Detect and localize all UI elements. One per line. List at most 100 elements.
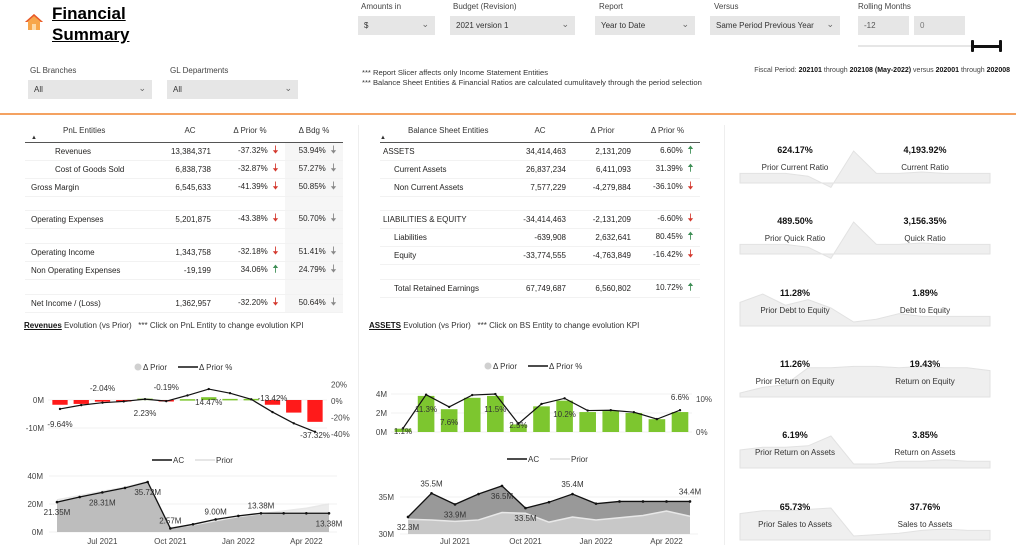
- entity-name[interactable]: Operating Income: [25, 243, 165, 263]
- fiscal-prefix: Fiscal Period:: [754, 67, 797, 74]
- entity-name[interactable]: Current Assets: [380, 160, 510, 179]
- rolling-slider-range[interactable]: [972, 45, 1001, 48]
- sort-asc-icon[interactable]: ▲: [380, 134, 386, 141]
- pnl-row[interactable]: Revenues 13,384,371 -37.32% 🠣 53.94% 🠣: [25, 142, 343, 161]
- ratio-label: Return on Equity: [895, 376, 955, 386]
- ratio-label: Current Ratio: [901, 163, 949, 172]
- bs-header-entities[interactable]: Balance Sheet Entities ▲: [380, 120, 510, 143]
- data-label: -0.19%: [154, 383, 179, 392]
- pnl-header-bdg-pct[interactable]: Δ Bdg %: [285, 120, 343, 143]
- entity-name[interactable]: Equity: [380, 246, 510, 266]
- legend-label: AC: [528, 455, 539, 464]
- pnl-row[interactable]: Net Income / (Loss) 1,362,957 -32.20% 🠣 …: [25, 294, 343, 313]
- pnl-row[interactable]: Operating Income 1,343,758 -32.18% 🠣 51.…: [25, 243, 343, 263]
- bs-row[interactable]: Equity -33,774,555 -4,763,849 -16.42% 🠣: [380, 246, 700, 266]
- chevron-down-icon: ⌄: [681, 19, 689, 29]
- chevron-down-icon: ⌄: [284, 83, 292, 93]
- bs-row[interactable]: ASSETS 34,414,463 2,131,209 6.60% 🠡: [380, 142, 700, 161]
- budget-dropdown[interactable]: 2021 version 1 ⌄: [450, 16, 575, 35]
- y2-tick-label: -40%: [331, 430, 350, 439]
- title-note: *** Click on PnL Entity to change evolut…: [138, 321, 304, 330]
- fiscal-period: Fiscal Period: 202101 through 202108 (Ma…: [754, 67, 1010, 74]
- arrow-down-icon: 🠣: [330, 162, 337, 174]
- sort-asc-icon[interactable]: ▲: [31, 134, 37, 141]
- rolling-slider-handle-right[interactable]: [999, 40, 1002, 52]
- prior-pct-value: 10.72%: [655, 283, 683, 293]
- pnl-header-ac[interactable]: AC: [165, 120, 215, 143]
- departments-value: All: [173, 85, 182, 94]
- budget-label: Budget (Revision): [453, 2, 517, 11]
- line-point: [471, 393, 474, 397]
- entity-name[interactable]: Operating Expenses: [25, 210, 165, 230]
- bs-header-ac[interactable]: AC: [510, 120, 570, 143]
- page-title[interactable]: Financial Summary: [52, 3, 129, 45]
- bs-row[interactable]: Current Assets 26,837,234 6,411,093 31.3…: [380, 160, 700, 179]
- rolling-slider-track[interactable]: [858, 45, 1001, 47]
- ratio-label: Return on Assets: [894, 448, 956, 458]
- home-icon[interactable]: [24, 13, 44, 31]
- pnl-row[interactable]: Non Operating Expenses -19,199 34.06% 🠡 …: [25, 261, 343, 281]
- bs-spacer-row: [380, 264, 700, 281]
- ratio-sparkline: [739, 365, 991, 398]
- data-label: 34.4M: [679, 487, 702, 496]
- entity-name[interactable]: Non Operating Expenses: [25, 261, 165, 281]
- entity-name[interactable]: Cost of Goods Sold: [25, 160, 165, 179]
- rolling-from-input[interactable]: -12: [858, 16, 909, 35]
- entity-name[interactable]: ASSETS: [380, 142, 510, 161]
- data-label: 9.00M: [205, 507, 228, 516]
- entity-name[interactable]: Net Income / (Loss): [25, 294, 165, 313]
- bar: [533, 406, 550, 432]
- line-point: [271, 410, 274, 414]
- entity-name[interactable]: Liabilities: [380, 228, 510, 248]
- title-rest: Evolution (vs Prior): [403, 321, 471, 330]
- data-label: 13.38M: [316, 519, 343, 528]
- prior-pct-cell: 6.60% 🠡: [635, 142, 700, 161]
- x-tick-label: Oct 2021: [509, 537, 542, 546]
- line-point: [250, 398, 253, 401]
- rolling-to-input[interactable]: 0: [914, 16, 965, 35]
- entity-name[interactable]: Gross Margin: [25, 178, 165, 197]
- kpi-name[interactable]: Revenues: [24, 321, 62, 330]
- pnl-row[interactable]: Gross Margin 6,545,633 -41.39% 🠣 50.85% …: [25, 178, 343, 197]
- branches-dropdown[interactable]: All ⌄: [28, 80, 152, 99]
- y-tick-label: -10M: [26, 424, 45, 433]
- entity-name[interactable]: Non Current Assets: [380, 178, 510, 197]
- prior-pct-value: 6.60%: [660, 145, 683, 155]
- data-label: 33.9M: [444, 510, 467, 519]
- entity-name[interactable]: Total Retained Earnings: [380, 279, 510, 299]
- departments-dropdown[interactable]: All ⌄: [167, 80, 298, 99]
- bs-header-prior[interactable]: Δ Prior: [570, 120, 635, 143]
- bar: [579, 412, 596, 432]
- bs-header-prior-pct[interactable]: Δ Prior %: [635, 120, 700, 143]
- bs-row[interactable]: LIABILITIES & EQUITY -34,414,463 -2,131,…: [380, 210, 700, 230]
- pnl-header-entities[interactable]: PnL Entities ▲: [25, 120, 165, 143]
- arrow-up-icon: 🠡: [687, 162, 694, 174]
- arrow-down-icon: 🠣: [330, 144, 337, 156]
- legend-label: Prior: [571, 455, 588, 464]
- bs-row[interactable]: Non Current Assets 7,577,229 -4,279,884 …: [380, 178, 700, 197]
- pnl-header-prior-pct[interactable]: Δ Prior %: [215, 120, 285, 143]
- bs-row[interactable]: Total Retained Earnings 67,749,687 6,560…: [380, 279, 700, 299]
- kpi-name[interactable]: ASSETS: [369, 321, 402, 330]
- assets-chart-title: ASSETS Evolution (vs Prior) *** Click on…: [369, 321, 639, 330]
- entity-name[interactable]: Revenues: [25, 142, 165, 161]
- versus-dropdown[interactable]: Same Period Previous Year ⌄: [710, 16, 840, 35]
- ac-value: -639,908: [510, 228, 570, 248]
- data-label: -9.64%: [47, 420, 72, 429]
- rolling-slider-handle-left[interactable]: [971, 40, 974, 52]
- amounts-dropdown[interactable]: $ ⌄: [358, 16, 435, 35]
- amounts-value: $: [364, 21, 369, 30]
- bs-row[interactable]: Liabilities -639,908 2,632,641 80.45% 🠡: [380, 228, 700, 248]
- ac-point: [524, 506, 527, 510]
- ac-point: [123, 486, 127, 490]
- bar: [463, 397, 481, 432]
- prior-pct-value: -37.32%: [237, 145, 268, 155]
- pnl-row[interactable]: Operating Expenses 5,201,875 -43.38% 🠣 5…: [25, 210, 343, 230]
- prior-value: -4,763,849: [570, 246, 635, 266]
- pnl-row[interactable]: Cost of Goods Sold 6,838,738 -32.87% 🠣 5…: [25, 160, 343, 179]
- report-dropdown[interactable]: Year to Date ⌄: [595, 16, 695, 35]
- legend-label: Prior: [216, 456, 233, 465]
- line-point: [58, 407, 62, 411]
- entity-name[interactable]: LIABILITIES & EQUITY: [380, 210, 510, 230]
- ratio-sparkline: [739, 435, 991, 469]
